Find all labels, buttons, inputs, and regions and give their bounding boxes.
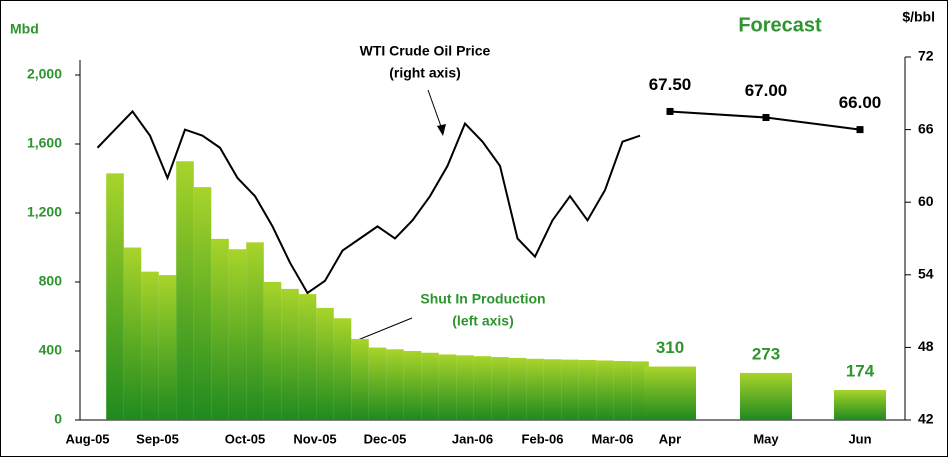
bar [298, 294, 317, 420]
bar [368, 347, 387, 420]
annotation: Shut In Production [420, 291, 545, 307]
bar [543, 359, 562, 420]
x-tick-label: Jan-06 [452, 431, 493, 446]
bar [473, 356, 492, 420]
x-tick-label: Feb-06 [522, 431, 564, 446]
bar [491, 357, 509, 420]
arrow [427, 89, 444, 133]
x-tick-label: Oct-05 [225, 431, 265, 446]
y-tick-label: 0 [54, 411, 62, 427]
annotation: (left axis) [452, 313, 513, 329]
bar [263, 282, 282, 420]
bar [333, 318, 352, 420]
value-label: 310 [656, 338, 684, 357]
price-marker [762, 114, 770, 121]
bar [438, 354, 457, 420]
forecast-label: Forecast [738, 14, 822, 36]
bar [578, 359, 597, 420]
x-tick-label: Apr [659, 431, 681, 446]
value-label: 174 [846, 361, 875, 380]
price-marker [666, 107, 674, 115]
bar [403, 351, 422, 420]
x-tick-label: May [753, 431, 779, 446]
x-tick-label: Sep-05 [136, 431, 179, 446]
bar [193, 187, 212, 420]
bar [421, 352, 439, 420]
x-tick-label: Jun [848, 431, 871, 446]
bar [351, 338, 369, 420]
y2-tick-label: 66 [918, 120, 934, 136]
bar [158, 275, 177, 420]
y-tick-label: 800 [39, 273, 63, 289]
annotation: (right axis) [389, 65, 461, 81]
y2-tick-label: 72 [918, 48, 934, 64]
y2-tick-label: 54 [918, 266, 934, 282]
value-label: 67.50 [649, 75, 692, 94]
x-tick-label: Aug-05 [65, 431, 109, 446]
bar [561, 359, 579, 420]
bar [316, 307, 334, 420]
bar [613, 361, 632, 420]
value-label: 273 [752, 344, 780, 363]
arrowhead [437, 124, 446, 136]
bar [596, 360, 614, 420]
y-tick-label: 2,000 [27, 66, 62, 82]
bar [508, 357, 527, 420]
value-label: 66.00 [839, 93, 882, 112]
bar [176, 161, 194, 420]
bar [456, 355, 474, 420]
bar [123, 247, 142, 420]
x-tick-label: Dec-05 [364, 431, 407, 446]
bar [246, 242, 264, 420]
bar [211, 238, 229, 420]
bar [740, 372, 792, 420]
price-line [96, 109, 641, 295]
y2-axis-label: $/bbl [902, 9, 935, 25]
bar [386, 349, 404, 420]
x-tick-label: Mar-06 [592, 431, 634, 446]
y-tick-label: 400 [39, 342, 63, 358]
bar [141, 271, 159, 420]
y2-tick-label: 42 [918, 411, 934, 427]
y-tick-label: 1,600 [27, 135, 62, 151]
bar [281, 288, 299, 420]
annotation: WTI Crude Oil Price [360, 43, 491, 59]
y2-tick-label: 48 [918, 338, 934, 354]
y-axis-label: Mbd [10, 21, 39, 37]
y2-tick-label: 60 [918, 193, 934, 209]
value-label: 67.00 [745, 81, 788, 100]
y-tick-label: 1,200 [27, 204, 62, 220]
price-marker [856, 126, 864, 134]
bar [106, 173, 124, 420]
bar [834, 389, 886, 420]
bar [526, 358, 544, 420]
bar [228, 249, 247, 420]
x-tick-label: Nov-05 [293, 431, 336, 446]
bar [644, 366, 696, 420]
